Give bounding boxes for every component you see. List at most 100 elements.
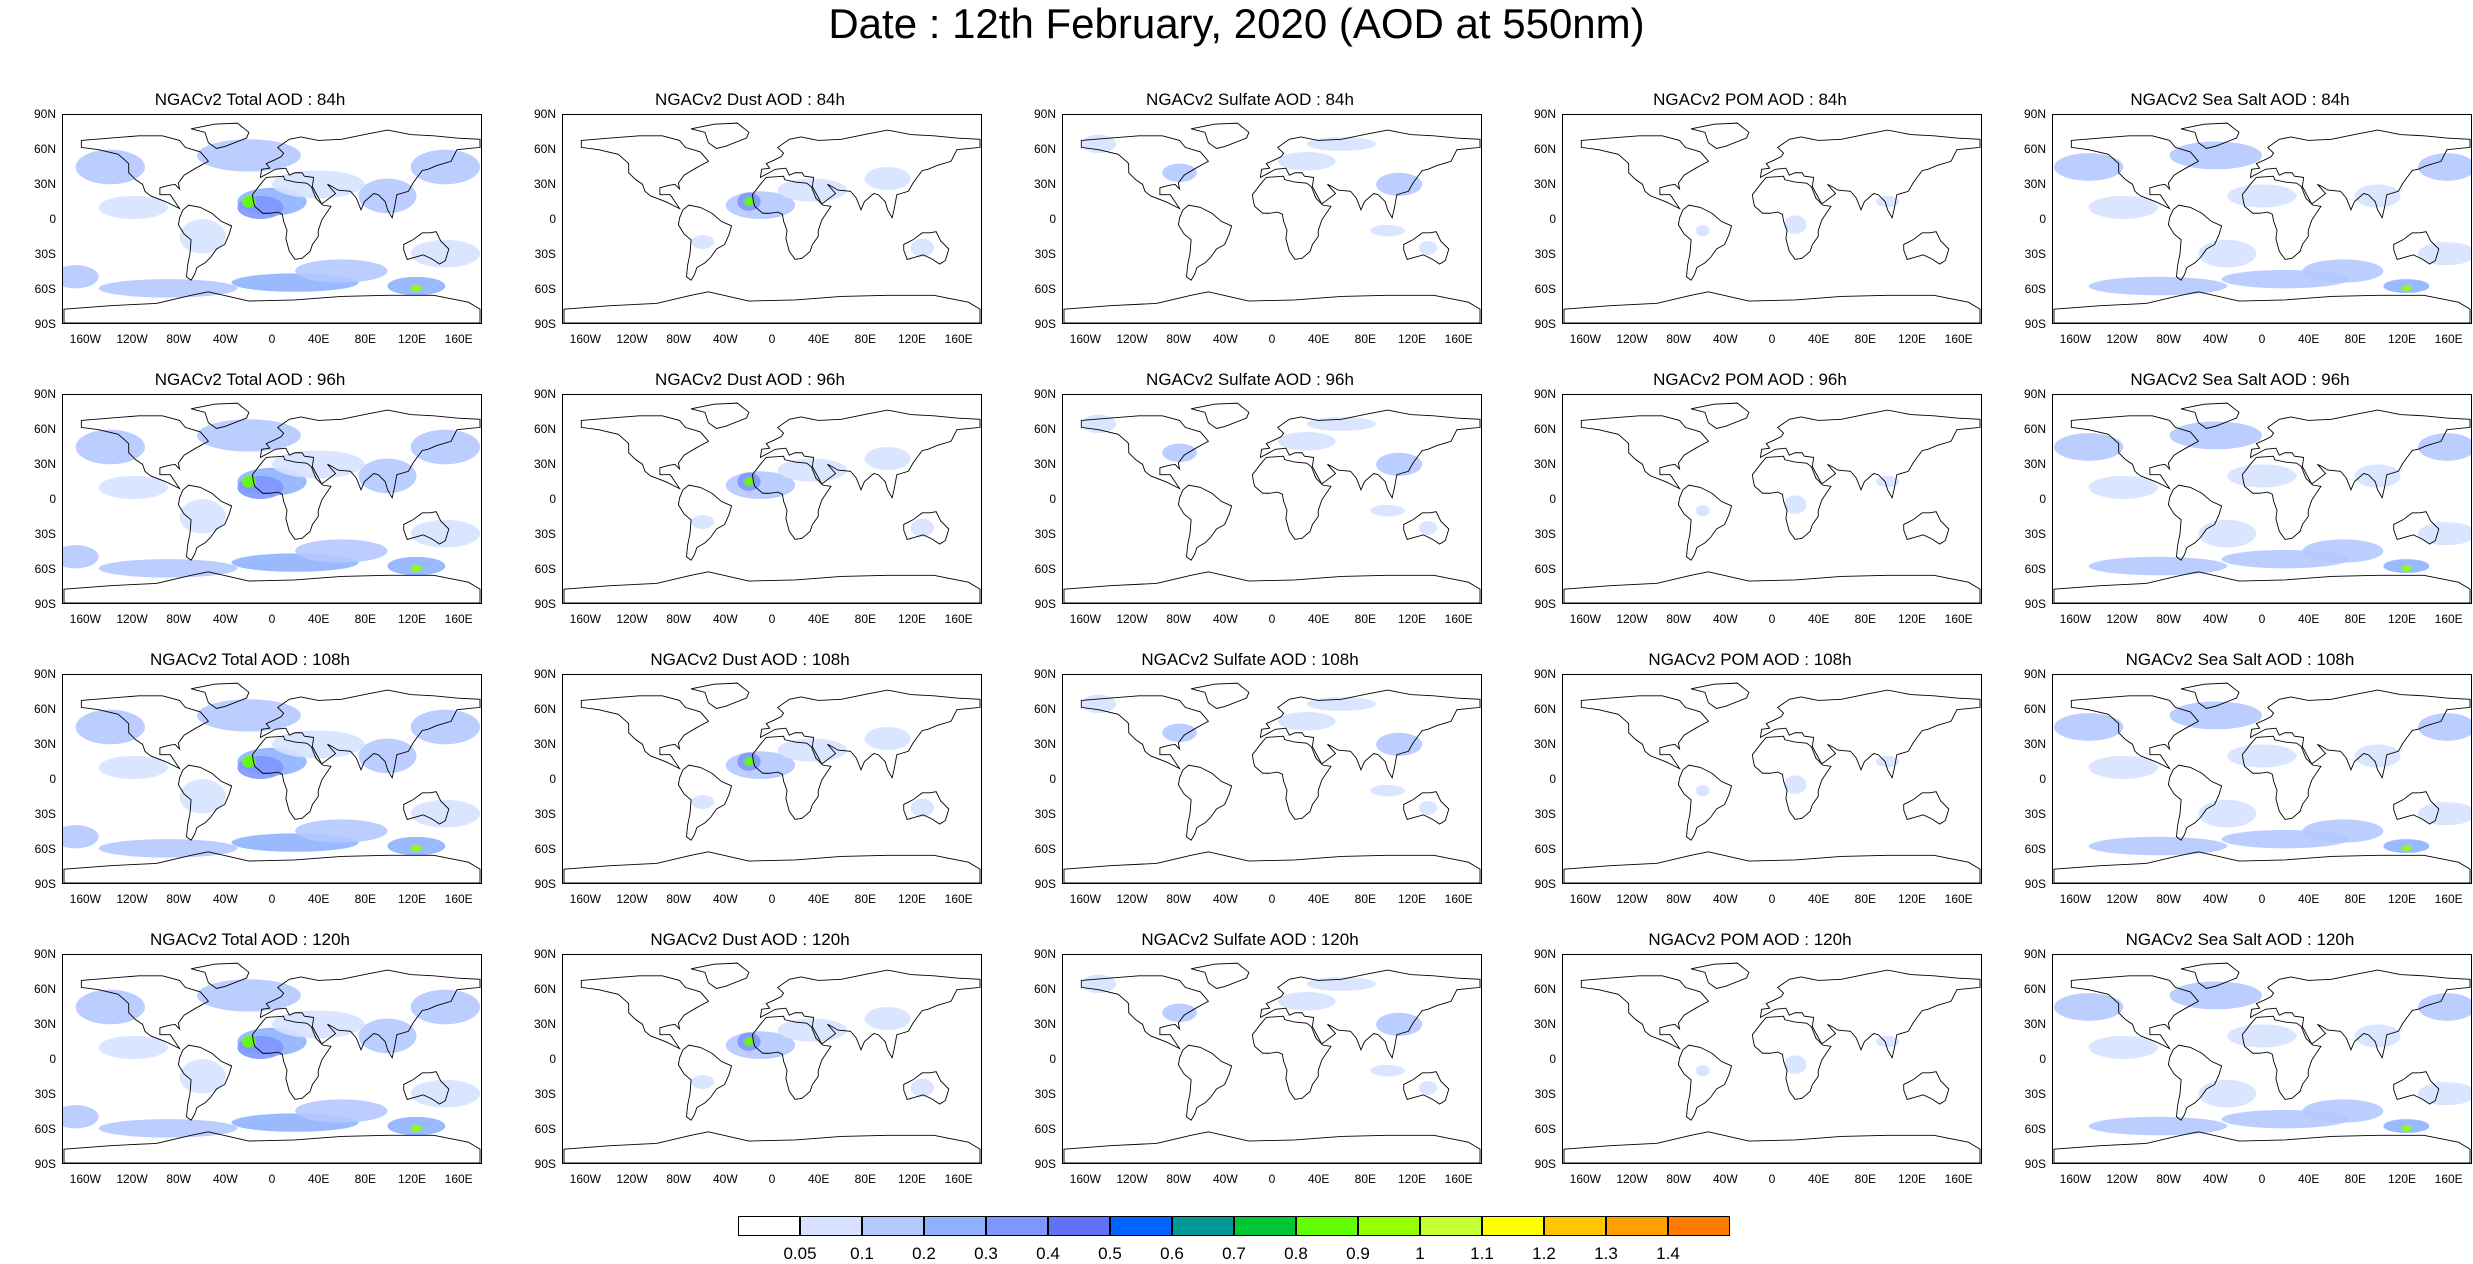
lon-label: 40W	[1712, 332, 1738, 346]
coastline	[259, 409, 481, 500]
coastline	[2167, 484, 2223, 561]
lon-label: 80W	[166, 1172, 191, 1186]
aod-field	[1695, 224, 1710, 237]
colorbar-label: 1.3	[1594, 1244, 1618, 1263]
lat-label: 30S	[534, 1087, 556, 1101]
coastline	[80, 415, 210, 490]
lon-label: 120W	[2106, 332, 2138, 346]
lat-label: 30S	[1534, 527, 1556, 541]
lat-label: 90S	[1034, 317, 1056, 331]
lat-label: 30N	[2023, 457, 2046, 471]
aod-field	[1418, 800, 1438, 815]
colorbar-label: 0.1	[850, 1244, 874, 1263]
map-frame	[62, 674, 482, 884]
lon-label: 40W	[712, 1172, 738, 1186]
lat-label: 0	[49, 212, 56, 226]
coastline	[2393, 1071, 2440, 1105]
lat-label: 90N	[2023, 107, 2046, 121]
lon-label: 120W	[2106, 892, 2138, 906]
coastline	[580, 695, 710, 770]
lon-label: 0	[768, 612, 776, 626]
coastline	[190, 682, 250, 709]
lon-label: 160W	[569, 612, 601, 626]
aod-field	[2302, 539, 2384, 563]
lat-label: 30S	[534, 247, 556, 261]
lat-label: 60N	[1533, 142, 1556, 156]
colorbar-box	[924, 1216, 986, 1236]
aod-field	[75, 709, 145, 745]
coastline	[751, 735, 832, 820]
aod-field	[2198, 1079, 2257, 1108]
aod-field	[179, 219, 226, 254]
lon-label: 120E	[2387, 892, 2417, 906]
coastline	[1759, 409, 1981, 500]
lon-label: 0	[1268, 332, 1276, 346]
aod-field	[2302, 259, 2384, 283]
coastline	[1403, 511, 1450, 545]
aod-field	[196, 979, 301, 1012]
lon-label: 160W	[569, 892, 601, 906]
aod-field	[295, 819, 388, 843]
coastline	[1677, 484, 1733, 561]
aod-field	[241, 755, 256, 768]
lon-label: 120E	[1397, 1172, 1427, 1186]
lon-label: 80W	[1166, 892, 1191, 906]
lon-label: 160E	[1944, 1172, 1973, 1186]
coastline	[1259, 969, 1481, 1060]
coastline	[1751, 735, 1832, 820]
lon-label: 160W	[569, 332, 601, 346]
lat-label: 90S	[534, 877, 556, 891]
aod-field	[1370, 504, 1405, 517]
lat-label: 90N	[33, 387, 56, 401]
lat-label: 60S	[1034, 282, 1056, 296]
lat-label: 60S	[1534, 282, 1556, 296]
coastline	[690, 682, 750, 709]
coastline	[1177, 204, 1233, 281]
aod-field	[179, 1059, 226, 1094]
lat-label: 90N	[1033, 107, 1056, 121]
lat-label: 60S	[1534, 842, 1556, 856]
coastline	[759, 129, 981, 220]
map-panel: NGACv2 POM AOD : 84h 90N 60N 30N 0 30S 60S 90S 1…	[1500, 88, 2000, 366]
map-panel: NGACv2 Sea Salt AOD : 120h 90N 60N 30N 0 30S 6…	[1990, 928, 2473, 1206]
aod-field	[744, 1037, 754, 1047]
lon-label: 120E	[397, 892, 427, 906]
aod-field	[691, 1075, 715, 1090]
aod-field	[2227, 464, 2297, 488]
coastline	[759, 409, 981, 500]
lat-label: 30N	[33, 177, 56, 191]
aod-field	[2088, 1116, 2228, 1136]
aod-map	[1563, 682, 1981, 883]
aod-field	[2302, 1099, 2384, 1123]
aod-map	[1563, 402, 1981, 603]
lat-label: 30S	[1534, 807, 1556, 821]
aod-field	[1370, 224, 1405, 237]
aod-field	[1081, 134, 1116, 154]
lat-label: 90N	[533, 107, 556, 121]
aod-field	[2054, 433, 2124, 461]
aod-field	[358, 178, 417, 214]
coastline	[2070, 415, 2200, 490]
lat-label: 30N	[33, 1017, 56, 1031]
coastline	[1063, 1131, 1481, 1163]
aod-field	[1277, 152, 1336, 171]
coastline	[2241, 175, 2322, 260]
coastline	[1190, 962, 1250, 989]
lon-label: 160W	[2059, 1172, 2091, 1186]
lon-label: 40E	[307, 332, 330, 346]
coastline	[2180, 962, 2240, 989]
lon-label: 80E	[854, 332, 876, 346]
lat-label: 30S	[34, 247, 56, 261]
lat-label: 60S	[2024, 1122, 2046, 1136]
coastline	[259, 689, 481, 780]
lat-label: 90N	[2023, 667, 2046, 681]
coastline	[1259, 689, 1481, 780]
coastline	[1080, 695, 1210, 770]
lat-label: 30S	[1534, 1087, 1556, 1101]
lat-label: 30N	[2023, 737, 2046, 751]
aod-field	[2401, 844, 2412, 852]
lat-label: 0	[2039, 492, 2046, 506]
colorbar-label: 0.3	[974, 1244, 998, 1263]
lat-label: 60N	[33, 702, 56, 716]
coastline	[1563, 571, 1981, 603]
